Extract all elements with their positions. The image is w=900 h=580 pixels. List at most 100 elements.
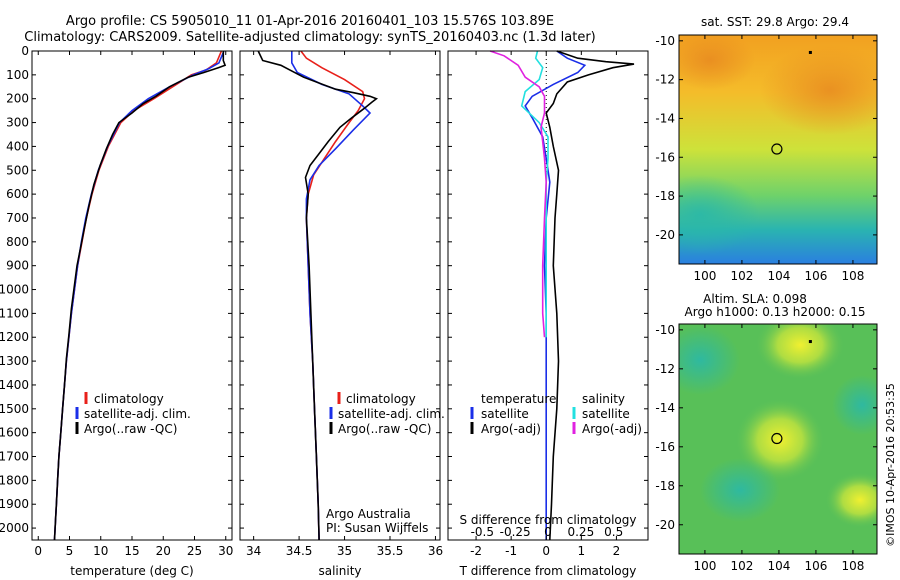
sla-low-region [832, 375, 877, 435]
y-tick-label: 700 [6, 211, 29, 225]
map-frame [678, 323, 878, 555]
series-satellite-adj-clim [53, 50, 225, 541]
x-axis-label: T difference from climatology [459, 564, 637, 578]
x-tick-label: 106 [804, 559, 827, 573]
x-tick-label: -2 [470, 544, 482, 558]
y-tick-label: 600 [6, 187, 29, 201]
y-tick-label: -14 [655, 111, 675, 125]
argo-australia-label: Argo Australia [326, 507, 411, 521]
sla-high-region [755, 324, 845, 380]
sst-map [679, 35, 877, 264]
legend-t-satellite-label: satellite [481, 407, 529, 421]
x-tick-label: 1 [578, 544, 586, 558]
temperature-panel: 0 5 10 15 20 25 30 temperature (deg C) 0 100 200 30… [0, 44, 233, 578]
axes-frame [239, 50, 441, 541]
legend-s-argo-label: Argo(-adj) [582, 422, 642, 436]
y-tick-label: -20 [655, 228, 675, 242]
y-tick-label: 1800 [0, 473, 29, 487]
series-satellite-adj-clim [291, 51, 372, 541]
x-tick-label: 25 [187, 544, 202, 558]
x-axis-label: salinity [318, 564, 361, 578]
y-tick-label: 200 [6, 92, 29, 106]
legend-climatology-label: climatology [94, 392, 164, 406]
x-tick-label: 104 [767, 559, 790, 573]
axes-frame [447, 50, 649, 541]
y-tick-label: 800 [6, 235, 29, 249]
sla-map-title: Altim. SLA: 0.098 [703, 292, 807, 306]
sst-warm-region [679, 35, 755, 90]
legend-s-satellite-label: satellite [582, 407, 630, 421]
sst-map-title: sat. SST: 29.8 Argo: 29.4 [701, 15, 849, 29]
y-tick-label: 900 [6, 259, 29, 273]
x-tick-label: 102 [730, 269, 753, 283]
x-tick-label: 30 [218, 544, 233, 558]
x-tick-label: 10 [93, 544, 108, 558]
x-tick-label: 106 [804, 269, 827, 283]
s-difference-label: S difference from climatology [460, 513, 637, 527]
legend-temperature-title: temperature [481, 392, 556, 406]
sla-low-region [679, 325, 740, 395]
x-tick-label: 5 [66, 544, 74, 558]
sst-warm-region [760, 45, 877, 135]
y-tick-label: 1000 [0, 283, 29, 297]
temperature-legend: climatology satellite-adj. clim. Argo(..… [75, 392, 191, 436]
legend-satellite-label: satellite-adj. clim. [338, 407, 445, 421]
sla-high-region [825, 472, 877, 528]
argo-position-marker [771, 432, 783, 445]
y-tick-label: -16 [655, 440, 675, 454]
y-tick-label: -18 [655, 189, 675, 203]
x-tick-label: 15 [124, 544, 139, 558]
x-axis-label: temperature (deg C) [70, 564, 193, 578]
series-salinity-satellite [520, 50, 549, 338]
difference-panel: -2 -1 0 1 2 -0.5 -0.25 0 0.25 0.5 T difference fro… [447, 50, 649, 578]
legend-satellite-label: satellite-adj. clim. [84, 407, 191, 421]
y-tick-label: 1400 [0, 378, 29, 392]
sst-cool-region [679, 175, 760, 255]
argo-position-marker [771, 143, 783, 155]
sla-map-axes: 100 102 104 106 108 -10 -12 -14 -16 -18 -20 [655, 323, 878, 573]
x-top-tick-label: 0 [544, 525, 552, 539]
y-tick-label: -14 [655, 401, 675, 415]
series-climatology [53, 50, 223, 541]
x-tick-label: 20 [156, 544, 171, 558]
series-argo-raw-qc [257, 50, 379, 541]
y-tick-label: -12 [655, 362, 675, 376]
y-tick-label: -18 [655, 479, 675, 493]
series-argo-raw-qc [53, 51, 227, 541]
sla-high-region [735, 398, 825, 482]
x-top-tick-label: -0.5 [471, 525, 494, 539]
series-temperature-satellite [524, 50, 587, 540]
credit-label: ©IMOS 10-Apr-2016 20:53:35 [884, 383, 897, 547]
y-tick-label: 1600 [0, 426, 29, 440]
island-marker [808, 50, 812, 54]
x-tick-label: 2 [613, 544, 621, 558]
x-top-tick-label: 0.25 [567, 525, 594, 539]
y-tick-label: -10 [655, 34, 675, 48]
legend-climatology-label: climatology [346, 392, 416, 406]
difference-legend: temperature satellite Argo(-adj) salinit… [470, 392, 642, 436]
legend-salinity-title: salinity [582, 392, 625, 406]
y-tick-label: 1500 [0, 402, 29, 416]
pi-label: PI: Susan Wijffels [326, 521, 428, 535]
sla-low-region [700, 458, 780, 522]
x-top-tick-label: -0.25 [500, 525, 531, 539]
y-tick-label: 0 [21, 44, 29, 58]
x-tick-label: 0 [542, 544, 550, 558]
y-tick-label: 400 [6, 139, 29, 153]
legend-argo-label: Argo(..raw -QC) [338, 422, 431, 436]
figure-title-line2: Climatology: CARS2009. Satellite-adjuste… [24, 30, 596, 45]
legend-t-argo-label: Argo(-adj) [481, 422, 541, 436]
salinity-panel: 34 34.5 35 35.5 36 salinity [239, 50, 443, 578]
y-tick-label: -16 [655, 150, 675, 164]
x-tick-label: 35.5 [377, 544, 404, 558]
island-marker [808, 340, 812, 344]
map-frame [678, 34, 878, 265]
y-tick-label: 1300 [0, 354, 29, 368]
sla-map [679, 324, 877, 554]
y-tick-label: 1900 [0, 497, 29, 511]
x-tick-label: 108 [841, 559, 864, 573]
x-tick-label: 100 [693, 559, 716, 573]
axes-frame [31, 50, 233, 541]
y-tick-label: 1200 [0, 330, 29, 344]
